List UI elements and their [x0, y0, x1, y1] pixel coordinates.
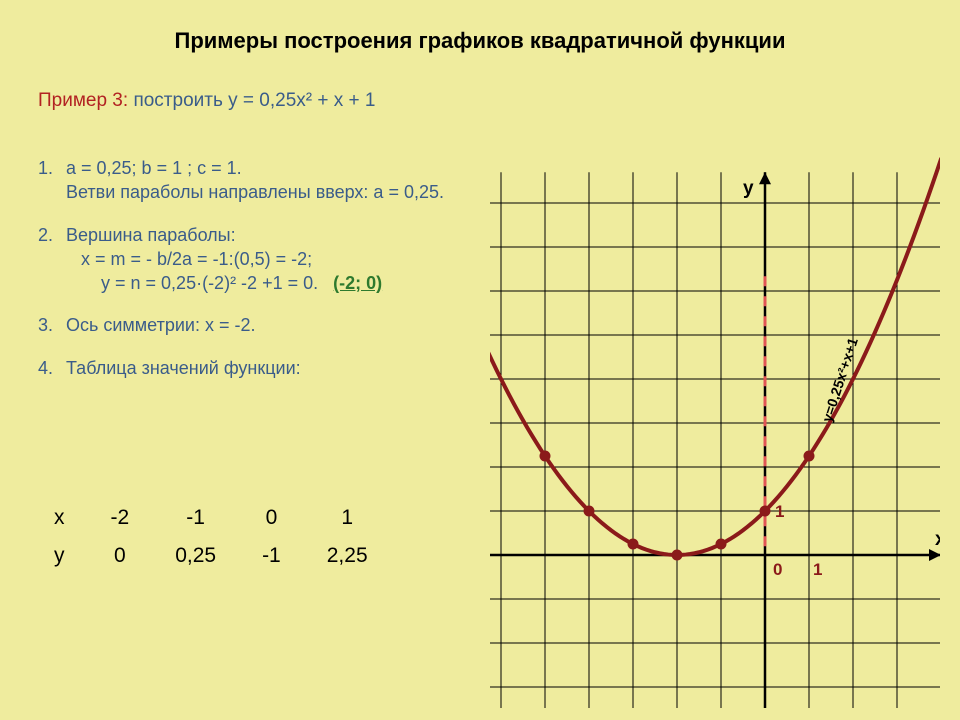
- svg-text:y: y: [743, 178, 754, 199]
- step-item: 4.Таблица значений функции:: [38, 356, 468, 380]
- example-equation: построить y = 0,25x² + x + 1: [128, 90, 375, 111]
- step-item: 3.Ось симметрии: x = -2.: [38, 313, 468, 337]
- table-cell: -1: [240, 538, 303, 574]
- table-cell: 1: [305, 500, 390, 536]
- table-cell: x: [54, 500, 87, 536]
- example-subtitle: Пример 3: построить y = 0,25x² + x + 1: [38, 90, 375, 112]
- table-row: y00,25-12,25: [54, 538, 390, 574]
- parabola-chart: 011xyy=0,25x²+x+1: [490, 88, 940, 708]
- page-title: Примеры построения графиков квадратичной…: [0, 28, 960, 54]
- steps-list: 1.a = 0,25; b = 1 ; c = 1.Ветви параболы…: [38, 156, 468, 398]
- step-item: 1.a = 0,25; b = 1 ; c = 1.Ветви параболы…: [38, 156, 468, 205]
- svg-text:x: x: [935, 529, 940, 550]
- table-cell: -1: [153, 500, 238, 536]
- svg-text:1: 1: [813, 560, 822, 579]
- step-item: 2.Вершина параболы: x = m = - b/2a = -1:…: [38, 223, 468, 296]
- table-cell: 0,25: [153, 538, 238, 574]
- svg-text:1: 1: [775, 502, 784, 521]
- table-cell: 0: [89, 538, 152, 574]
- table-cell: y: [54, 538, 87, 574]
- example-number: Пример 3:: [38, 90, 128, 111]
- svg-text:0: 0: [773, 560, 782, 579]
- table-cell: 2,25: [305, 538, 390, 574]
- table-cell: 0: [240, 500, 303, 536]
- value-table: x-2-101 y00,25-12,25: [52, 498, 392, 576]
- table-row: x-2-101: [54, 500, 390, 536]
- table-cell: -2: [89, 500, 152, 536]
